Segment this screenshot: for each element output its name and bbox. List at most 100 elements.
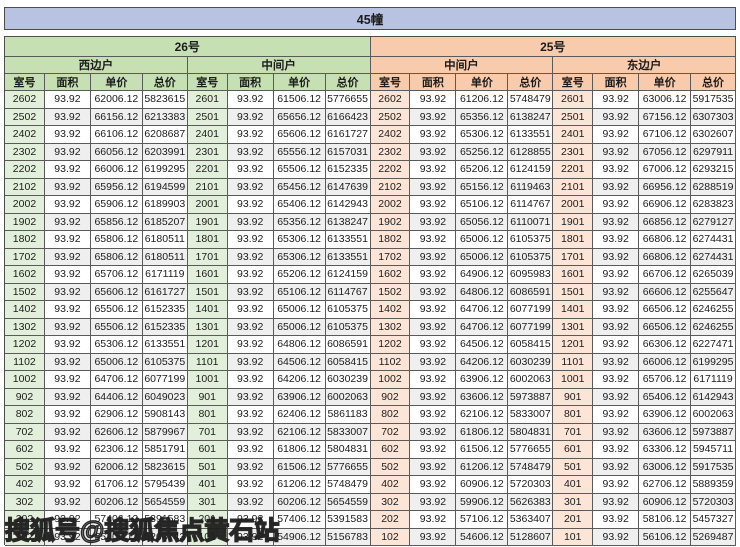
cell-area: 93.92 [227,178,274,196]
cell-unit-price: 65356.12 [273,213,326,231]
cell-unit-price: 65606.12 [273,126,326,144]
cell-room-no: 601 [553,441,594,459]
cell-room-no: 902 [370,388,411,406]
cell-area: 93.92 [410,266,457,284]
cell-area: 93.92 [227,248,274,266]
table-row: 702 93.92 62606.12 5879967 701 93.92 62106.12 5… [5,423,736,441]
cell-room-no: 1101 [553,353,594,371]
cell-total-price: 5156783 [325,528,371,546]
cell-total-price: 6086591 [508,283,554,301]
cell-total-price: 6171119 [142,266,188,284]
table-row: 2102 93.92 65956.12 6194599 2101 93.92 65456.1… [5,178,736,196]
cell-room-no: 1202 [370,336,411,354]
cell-unit-price: 60906.12 [456,476,509,494]
cell-unit-price: 64206.12 [456,353,509,371]
cell-total-price: 6199295 [142,161,188,179]
cell-area: 93.92 [410,353,457,371]
table-row: 1202 93.92 65306.12 6133551 1201 93.92 64806.1… [5,336,736,354]
cell-room-no: 401 [553,476,594,494]
cell-unit-price: 65506.12 [273,161,326,179]
cell-area: 93.92 [227,371,274,389]
cell-total-price: 5654559 [325,493,371,511]
cell-total-price: 5889359 [691,476,736,494]
table-row: 602 93.92 62306.12 5851791 601 93.92 61806.12 5… [5,441,736,459]
cell-room-no: 201 [187,511,228,529]
cell-room-no: 502 [5,458,45,476]
cell-unit-price: 65706.12 [90,266,143,284]
cell-area: 93.92 [410,493,457,511]
cell-room-no: 2602 [370,91,411,109]
cell-area: 93.92 [44,423,91,441]
cell-total-price: 6128855 [508,143,554,161]
table-row: 502 93.92 62006.12 5823615 501 93.92 61506.12 5… [5,458,736,476]
cell-area: 93.92 [410,231,457,249]
column-header-total-price: 总价 [142,74,188,91]
cell-total-price: 6030239 [508,353,554,371]
cell-area: 93.92 [593,283,640,301]
table-row: 102 93.92 55406.12 5203743 101 93.92 54906.12 5… [5,528,736,546]
cell-unit-price: 58106.12 [639,511,692,529]
cell-unit-price: 65156.12 [456,178,509,196]
cell-area: 93.92 [227,336,274,354]
cell-unit-price: 65306.12 [90,336,143,354]
cell-unit-price: 67006.12 [639,161,692,179]
cell-room-no: 1302 [370,318,411,336]
cell-unit-price: 57106.12 [456,511,509,529]
cell-total-price: 5720303 [691,493,736,511]
cell-area: 93.92 [593,196,640,214]
cell-unit-price: 66306.12 [639,336,692,354]
cell-total-price: 5795439 [142,476,188,494]
cell-area: 93.92 [410,476,457,494]
cell-total-price: 5833007 [325,423,371,441]
cell-room-no: 1102 [5,353,45,371]
cell-total-price: 5776655 [325,91,371,109]
cell-area: 93.92 [593,231,640,249]
cell-area: 93.92 [44,161,91,179]
cell-room-no: 1202 [5,336,45,354]
cell-area: 93.92 [227,493,274,511]
cell-area: 93.92 [410,336,457,354]
building-header-row: 26号 25号 [5,37,736,57]
cell-area: 93.92 [227,196,274,214]
cell-unit-price: 61806.12 [273,441,326,459]
unit-header-middle-26: 中间户 [187,57,371,74]
cell-unit-price: 65806.12 [90,248,143,266]
cell-room-no: 1502 [5,283,45,301]
cell-unit-price: 65056.12 [456,213,509,231]
cell-unit-price: 62006.12 [90,458,143,476]
cell-total-price: 6265039 [691,266,736,284]
cell-total-price: 5776655 [325,458,371,476]
cell-total-price: 6246255 [691,301,736,319]
cell-unit-price: 66106.12 [90,126,143,144]
column-header-unit-price: 单价 [90,74,143,91]
cell-room-no: 801 [187,406,228,424]
cell-room-no: 2101 [187,178,228,196]
cell-total-price: 6152335 [325,161,371,179]
column-header-unit-price: 单价 [639,74,692,91]
cell-room-no: 101 [553,528,594,546]
cell-room-no: 701 [553,423,594,441]
cell-total-price: 5363407 [508,511,554,529]
cell-unit-price: 65406.12 [273,196,326,214]
cell-room-no: 401 [187,476,228,494]
cell-area: 93.92 [227,143,274,161]
cell-total-price: 5823615 [142,458,188,476]
cell-unit-price: 54906.12 [273,528,326,546]
cell-area: 93.92 [593,336,640,354]
cell-total-price: 6124159 [508,161,554,179]
cell-room-no: 1001 [553,371,594,389]
cell-total-price: 5391583 [142,511,188,529]
cell-total-price: 6049023 [142,388,188,406]
cell-unit-price: 65506.12 [90,318,143,336]
cell-room-no: 1802 [5,231,45,249]
cell-room-no: 1901 [187,213,228,231]
table-row: 902 93.92 64406.12 6049023 901 93.92 63906.12 6… [5,388,736,406]
cell-unit-price: 64906.12 [456,266,509,284]
cell-area: 93.92 [410,406,457,424]
cell-area: 93.92 [227,108,274,126]
cell-room-no: 1401 [187,301,228,319]
cell-unit-price: 67156.12 [639,108,692,126]
cell-room-no: 2502 [5,108,45,126]
cell-unit-price: 67056.12 [639,143,692,161]
table-row: 1002 93.92 64706.12 6077199 1001 93.92 64206.1… [5,371,736,389]
